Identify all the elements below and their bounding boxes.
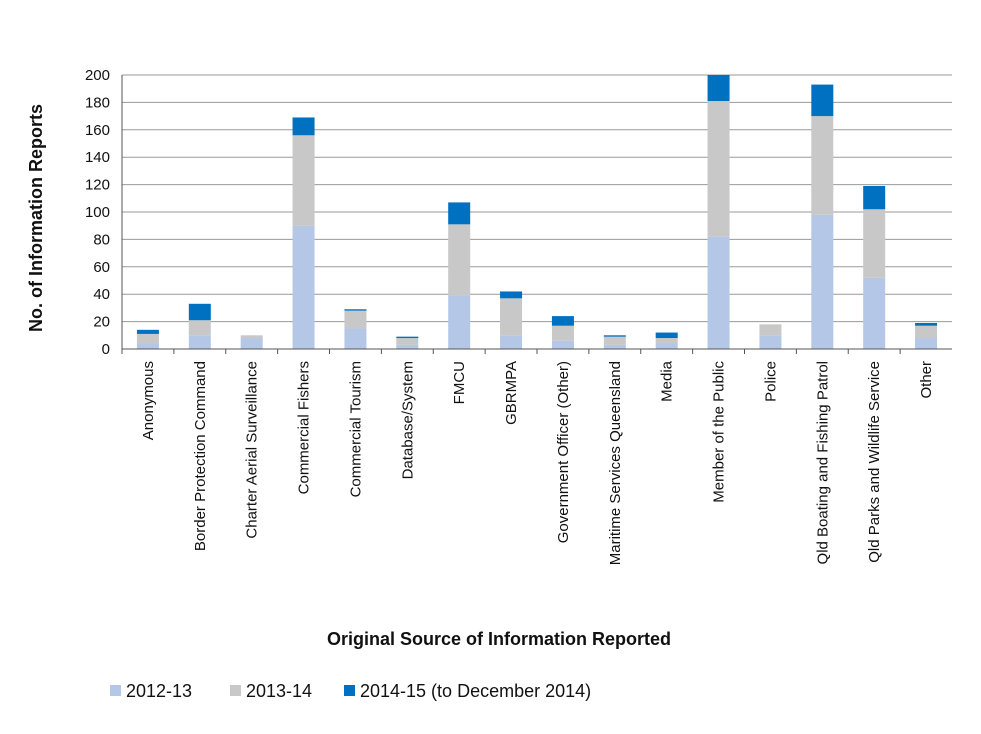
legend-label: 2013-14 [246, 681, 312, 701]
bar-segment [500, 298, 523, 336]
bar-segment [448, 224, 471, 296]
bar-segment [188, 303, 211, 321]
bar-segment [915, 338, 938, 349]
bars [136, 75, 938, 349]
bar-segment [500, 291, 523, 299]
bar-segment [655, 343, 678, 349]
bar-segment [136, 343, 159, 349]
y-tick-label: 140 [85, 149, 110, 166]
bar-segment [603, 336, 626, 345]
bar-segment [396, 344, 419, 349]
x-tick-label: Government Officer (Other) [555, 361, 572, 543]
bar-segment [292, 225, 315, 349]
x-tick-label: Qld Parks and Wildlife Service [866, 361, 883, 563]
bar-segment [655, 332, 678, 339]
y-tick-label: 180 [85, 94, 110, 111]
bar-segment [915, 325, 938, 339]
bar-segment [707, 101, 730, 237]
bar-segment [655, 338, 678, 344]
bar-segment [344, 310, 367, 329]
y-tick-label: 60 [93, 259, 110, 276]
bar-segment [811, 116, 834, 215]
legend-swatch [230, 685, 241, 696]
x-tick-label: Qld Boating and Fishing Patrol [814, 361, 831, 564]
bar-segment [136, 333, 159, 344]
x-tick-label: Commercial Tourism [347, 361, 364, 497]
y-tick-label: 120 [85, 177, 110, 194]
x-tick-label: Commercial Fishers [296, 361, 313, 494]
bar-segment [240, 335, 263, 339]
bar-segment [811, 84, 834, 117]
bar-segment [551, 325, 574, 341]
x-tick-label: Charter Aerial Surveillance [244, 361, 261, 539]
y-tick-label: 160 [85, 122, 110, 139]
bar-segment [863, 209, 886, 278]
bar-segment [603, 335, 626, 337]
bar-segment [551, 340, 574, 349]
y-tick-label: 0 [102, 341, 110, 358]
bar-segment [344, 328, 367, 349]
bar-segment [396, 338, 419, 345]
bar-segment [915, 322, 938, 326]
bar-segment [759, 335, 782, 349]
x-tick-label: Member of the Public [711, 361, 728, 503]
x-axis-title: Original Source of Information Reported [327, 629, 671, 649]
x-tick-label: Police [762, 361, 779, 402]
bar-segment [811, 214, 834, 349]
x-tick-label: Database/System [399, 361, 416, 479]
legend-item: 2012-13 [110, 681, 192, 701]
legend-item: 2014-15 (to December 2014) [344, 681, 591, 701]
bar-segment [240, 338, 263, 349]
legend: 2012-13 2013-14 2014-15 (to December 2014) [110, 681, 591, 701]
bar-segment [759, 324, 782, 336]
x-category-labels: Anonymous Border Protection Command Charte… [121, 349, 935, 565]
bar-segment [603, 344, 626, 349]
y-tick-label: 100 [85, 204, 110, 221]
y-tick-label: 20 [93, 314, 110, 331]
bar-segment [188, 320, 211, 336]
x-tick-label: Anonymous [140, 361, 157, 440]
x-tick-label: GBRMPA [503, 361, 520, 425]
bar-segment [188, 335, 211, 349]
bar-segment [292, 135, 315, 226]
bar-segment [863, 185, 886, 210]
bar-segment [136, 329, 159, 334]
bar-segment [396, 336, 419, 339]
x-tick-label: Other [918, 361, 935, 399]
bar-segment [448, 295, 471, 349]
legend-swatch [344, 685, 355, 696]
y-tick-label: 200 [85, 67, 110, 84]
legend-item: 2013-14 [230, 681, 312, 701]
y-axis-title: No. of Information Reports [26, 104, 46, 332]
bar-segment [707, 236, 730, 349]
bar-segment [863, 277, 886, 349]
y-tick-labels: 0 20 40 60 80 100 120 140 160 180 200 [85, 67, 110, 358]
x-tick-label: FMCU [451, 361, 468, 404]
bar-segment [448, 202, 471, 225]
y-tick-label: 40 [93, 286, 110, 303]
x-tick-label: Maritime Services Queensland [607, 361, 624, 565]
bar-segment [344, 309, 367, 311]
bar-segment [292, 117, 315, 136]
bar-segment [500, 335, 523, 349]
bar-segment [551, 316, 574, 326]
bar-segment [707, 75, 730, 102]
legend-label: 2014-15 (to December 2014) [360, 681, 591, 701]
legend-swatch [110, 685, 121, 696]
x-tick-label: Media [659, 360, 676, 402]
x-tick-label: Border Protection Command [192, 361, 209, 551]
y-tick-label: 80 [93, 231, 110, 248]
legend-label: 2012-13 [126, 681, 192, 701]
